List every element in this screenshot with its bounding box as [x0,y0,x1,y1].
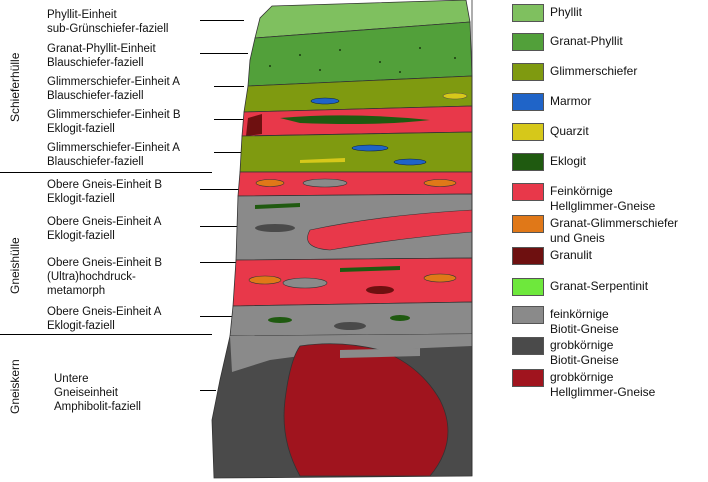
legend-swatch [512,247,544,265]
biotit-gneis-lens [302,178,348,188]
quarzit-lens [442,92,468,100]
unit-label-phyllit-einheit: Phyllit-Einheit sub-Grünschiefer-faziell [47,9,169,35]
leader-line [200,262,238,263]
legend-swatch [512,306,544,324]
hellglimmer-gneis-body [283,343,449,477]
unit-label-obere-gneis-a-upper: Obere Gneis-Einheit A Eklogit-faziell [47,216,162,242]
zone-divider-lower [0,334,212,335]
unit-label-glimmerschiefer-a-lower: Glimmerschiefer-Einheit A Blauschiefer-fa… [47,142,180,168]
unit-label-glimmerschiefer-b: Glimmerschiefer-Einheit B Eklogit-faziell [47,109,181,135]
leader-line [214,152,244,153]
layer-obere-gneis-a-lower [229,301,473,337]
granulit-lens [246,114,262,136]
legend-swatch [512,63,544,81]
eklogit-band [340,266,400,272]
biotit-gneis-coarse-lens [255,224,295,232]
legend-swatch [512,278,544,296]
biotit-gneis-band [230,334,472,372]
legend-swatch [512,369,544,387]
leader-line [214,86,244,87]
leader-line [200,226,240,227]
granat-glimmerschiefer-lens [248,275,282,285]
legend-swatch [512,183,544,201]
leader-line [200,20,244,21]
eklogit-lens [390,315,410,321]
legend-swatch [512,123,544,141]
granat-glimmerschiefer-lens [255,179,285,187]
legend-swatch [512,337,544,355]
legend-swatch [512,153,544,171]
granulit-lens [366,286,394,294]
legend-swatch [512,33,544,51]
leader-line [214,119,244,120]
unit-label-obere-gneis-b-upper: Obere Gneis-Einheit B Eklogit-faziell [47,179,163,205]
leader-line [200,189,240,190]
legend-swatch [512,4,544,22]
granat-glimmerschiefer-lens [423,179,457,187]
leader-line [200,316,236,317]
leader-line [200,390,216,391]
unit-label-granat-phyllit-einheit: Granat-Phyllit-Einheit Blauschiefer-fazie… [47,43,156,69]
eklogit-band [255,203,300,209]
marmor-lens [351,144,389,152]
layer-glimmerschiefer-a-lower [239,131,473,173]
leader-line [200,53,248,54]
unit-label-obere-gneis-b-lower: Obere Gneis-Einheit B (Ultra)hochdruck-me… [47,257,163,297]
granat-phyllit-dots [269,47,456,73]
unit-label-untere-gneiseinheit: Untere Gneiseinheit Amphibolit-faziell [54,373,141,413]
biotit-gneis-lens [340,348,420,358]
eklogit-band [280,115,430,124]
quarzit-lens [300,158,345,163]
granat-glimmerschiefer-lens [423,273,457,283]
marmor-lens [393,158,427,166]
biotit-gneis-lens [282,277,328,289]
unit-label-obere-gneis-a-lower: Obere Gneis-Einheit A Eklogit-faziell [47,306,162,332]
marmor-lens [310,97,340,105]
hellglimmer-gneis-lens [307,209,473,251]
legend-swatch [512,93,544,111]
zone-divider-upper [0,172,212,173]
legend-swatch [512,215,544,233]
unit-label-glimmerschiefer-a-upper: Glimmerschiefer-Einheit A Blauschiefer-fa… [47,76,180,102]
eklogit-lens [268,317,292,323]
biotit-gneis-coarse-lens [334,322,366,330]
